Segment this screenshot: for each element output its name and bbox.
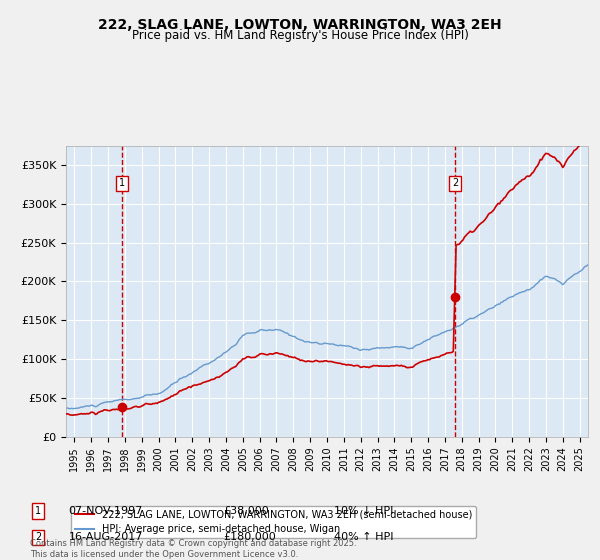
Text: £180,000: £180,000 [223,533,276,543]
Text: 222, SLAG LANE, LOWTON, WARRINGTON, WA3 2EH: 222, SLAG LANE, LOWTON, WARRINGTON, WA3 … [98,18,502,32]
Text: 1: 1 [35,506,41,516]
Text: Contains HM Land Registry data © Crown copyright and database right 2025.
This d: Contains HM Land Registry data © Crown c… [30,539,356,559]
Text: 10% ↓ HPI: 10% ↓ HPI [334,506,393,516]
Text: 1: 1 [119,179,125,189]
Text: 2: 2 [35,533,41,543]
Text: 07-NOV-1997: 07-NOV-1997 [68,506,143,516]
Text: 2: 2 [452,179,458,189]
Text: Price paid vs. HM Land Registry's House Price Index (HPI): Price paid vs. HM Land Registry's House … [131,29,469,42]
Text: 16-AUG-2017: 16-AUG-2017 [68,533,143,543]
Text: 40% ↑ HPI: 40% ↑ HPI [334,533,393,543]
Legend: 222, SLAG LANE, LOWTON, WARRINGTON, WA3 2EH (semi-detached house), HPI: Average : 222, SLAG LANE, LOWTON, WARRINGTON, WA3 … [71,506,476,538]
Text: £38,000: £38,000 [223,506,269,516]
